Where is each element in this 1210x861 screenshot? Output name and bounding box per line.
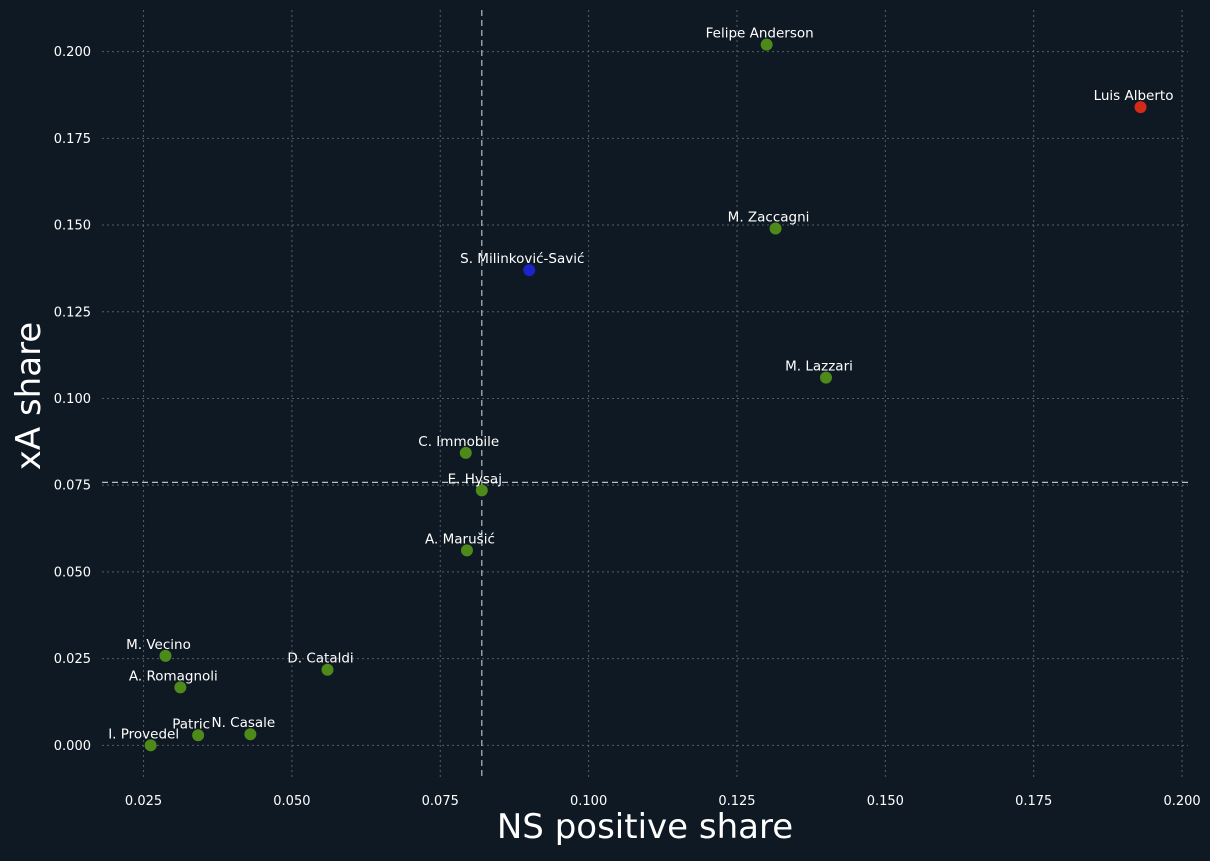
- data-point: [475, 484, 488, 497]
- data-point: [144, 739, 157, 752]
- y-tick-label: 0.200: [54, 45, 91, 60]
- data-point: [192, 729, 205, 742]
- point-label: M. Vecino: [126, 637, 191, 653]
- x-tick-label: 0.075: [422, 794, 459, 809]
- point-label: M. Lazzari: [785, 359, 853, 375]
- x-tick-label: 0.175: [1015, 794, 1052, 809]
- data-point: [820, 371, 832, 384]
- point-label: E. Hysaj: [448, 471, 502, 487]
- y-axis-title: xA share: [9, 322, 49, 470]
- y-tick-label: 0.050: [54, 565, 91, 580]
- point-label: A. Romagnoli: [129, 668, 218, 684]
- data-point: [460, 544, 473, 557]
- y-tick-label: 0.000: [54, 739, 91, 754]
- point-label: I. Provedel: [108, 726, 179, 742]
- data-point: [523, 264, 536, 277]
- x-tick-label: 0.200: [1163, 794, 1200, 809]
- point-label: N. Casale: [211, 715, 275, 731]
- point-label: Luis Alberto: [1094, 88, 1174, 104]
- x-tick-label: 0.100: [570, 794, 607, 809]
- data-point: [159, 649, 172, 662]
- y-tick-label: 0.075: [54, 479, 91, 494]
- x-tick-label: 0.025: [125, 794, 162, 809]
- y-tick-label: 0.125: [54, 305, 91, 320]
- y-tick-label: 0.150: [54, 219, 91, 234]
- data-point: [244, 728, 257, 741]
- point-label: Felipe Anderson: [706, 26, 814, 42]
- data-points: [144, 38, 1147, 752]
- y-tick-label: 0.175: [54, 132, 91, 147]
- y-tick-label: 0.100: [54, 392, 91, 407]
- y-tick-label: 0.025: [54, 652, 91, 667]
- x-axis-title: NS positive share: [497, 807, 793, 847]
- point-label: S. Milinković-Savić: [460, 251, 584, 267]
- point-label: Patric: [172, 716, 210, 732]
- point-label: C. Immobile: [418, 434, 499, 450]
- data-point: [174, 681, 187, 694]
- data-point: [321, 663, 334, 676]
- reference-lines: [102, 10, 1188, 780]
- x-tick-label: 0.050: [273, 794, 310, 809]
- x-tick-label: 0.125: [718, 794, 755, 809]
- x-tick-label: 0.150: [867, 794, 904, 809]
- point-label: D. Cataldi: [287, 651, 353, 667]
- data-point: [760, 38, 773, 51]
- grid: [102, 10, 1188, 780]
- point-labels: Felipe Anderson Luis Alberto M. Zaccagni S.…: [108, 26, 1173, 743]
- data-point: [769, 222, 782, 235]
- data-point: [1134, 101, 1147, 114]
- data-point: [459, 446, 472, 459]
- tick-labels: 0.025 0.050 0.075 0.100 0.125 0.150 0.175 0.200…: [54, 45, 1201, 809]
- point-label: M. Zaccagni: [728, 210, 810, 226]
- point-label: A. Marušić: [425, 531, 495, 547]
